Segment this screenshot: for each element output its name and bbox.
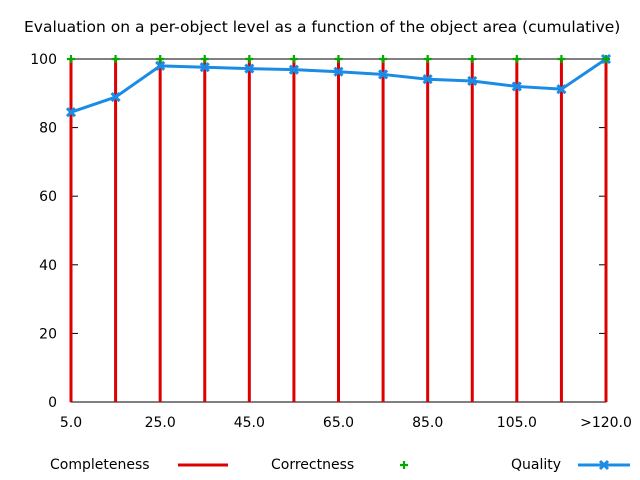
legend-label-quality: Quality: [511, 457, 561, 473]
quality-point: [110, 92, 121, 103]
x-tick-label: 5.0: [60, 415, 82, 431]
legend-swatch-quality-marker: [598, 459, 610, 471]
quality-point: [422, 74, 433, 85]
x-tick-label: 65.0: [323, 415, 354, 431]
correctness-point: [557, 55, 566, 63]
correctness-point: [289, 55, 298, 63]
x-axis: 5.0 25.0 45.0 65.0 85.0 105.0 >120.0: [60, 59, 632, 431]
quality-point: [333, 66, 344, 77]
legend: Completeness Correctness Quality: [50, 457, 630, 473]
x-tick-label: 45.0: [234, 415, 265, 431]
y-tick-label: 40: [39, 258, 57, 274]
legend-label-correctness: Correctness: [271, 457, 354, 473]
quality-point: [65, 107, 77, 118]
y-axis: 0 20 40 60 80 100: [30, 52, 606, 411]
x-tick-label: 105.0: [497, 415, 537, 431]
y-tick-label: 20: [39, 326, 57, 342]
completeness-series: [69, 59, 608, 402]
quality-point: [155, 60, 166, 71]
correctness-point: [156, 55, 165, 63]
correctness-point: [423, 55, 432, 63]
quality-point: [467, 75, 478, 87]
correctness-point: [67, 55, 75, 63]
quality-point: [244, 63, 255, 74]
legend-swatch-correctness: [400, 461, 408, 469]
correctness-point: [468, 55, 477, 63]
quality-point: [511, 81, 522, 92]
y-tick-label: 60: [39, 189, 57, 205]
quality-point: [378, 69, 389, 80]
correctness-point: [379, 55, 388, 63]
chart-title: Evaluation on a per-object level as a fu…: [24, 18, 620, 36]
correctness-point: [602, 55, 610, 63]
correctness-point: [200, 55, 209, 63]
legend-label-completeness: Completeness: [50, 457, 150, 473]
y-tick-label: 80: [39, 121, 57, 137]
correctness-point: [245, 55, 254, 63]
y-tick-label: 100: [30, 52, 57, 68]
correctness-point: [512, 55, 521, 63]
quality-point: [288, 64, 299, 75]
y-tick-label: 0: [48, 395, 57, 411]
x-tick-label: 25.0: [145, 415, 176, 431]
x-tick-label: >120.0: [580, 415, 632, 431]
quality-point: [556, 84, 567, 95]
quality-point: [199, 62, 210, 73]
correctness-point: [334, 55, 343, 63]
correctness-point: [111, 55, 120, 63]
correctness-series: [67, 55, 610, 63]
x-tick-label: 85.0: [412, 415, 443, 431]
